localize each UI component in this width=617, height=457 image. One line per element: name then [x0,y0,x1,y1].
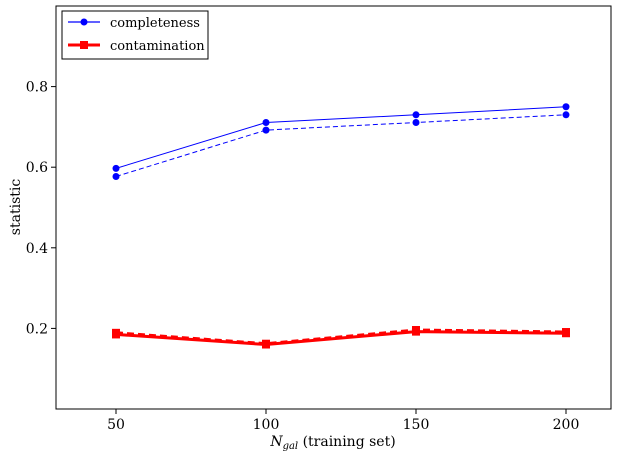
legend-label-completeness: completeness [110,16,200,31]
legend-marker-contamination [80,41,88,49]
series-0-point [412,111,420,119]
series-layer [112,103,570,349]
legend: completeness contamination [61,10,209,60]
x-axis-title-subscript: gal [283,441,299,452]
y-tick-label: 0.2 [26,321,48,337]
y-tick-label: 0.4 [26,241,48,257]
y-tick-label: 0.8 [26,80,48,96]
x-axis-title-rest: (training set) [298,434,396,450]
series-0-line [115,106,567,169]
series-3-line [115,328,567,346]
plot-frame [55,5,612,410]
legend-marker-completeness [80,18,88,26]
x-axis-title-main: N [269,434,283,450]
series-3-point [562,328,570,337]
legend-box [61,10,209,60]
series-0-point [262,118,270,126]
series-1-point [562,111,570,119]
series-3-point [112,328,120,337]
legend-label-contamination: contamination [110,39,205,54]
x-axis-title: Ngal (training set) [269,434,395,452]
series-1-point [412,118,420,126]
y-axis-title: statistic [8,179,24,236]
series-1-point [262,126,270,134]
series-1-line [115,114,567,177]
x-tick-label: 150 [403,417,430,433]
series-0-point [112,164,120,172]
series-1-point [112,172,120,180]
y-tick-label: 0.6 [26,160,48,176]
series-0-point [562,103,570,111]
x-tick-label: 200 [553,417,580,433]
series-3-point [262,339,270,348]
x-tick-label: 100 [253,417,280,433]
series-3-point [412,326,420,335]
x-tick-label: 50 [107,417,125,433]
axis-ticks: 50 100 150 200 0.2 0.4 0.6 0.8 [26,80,580,433]
